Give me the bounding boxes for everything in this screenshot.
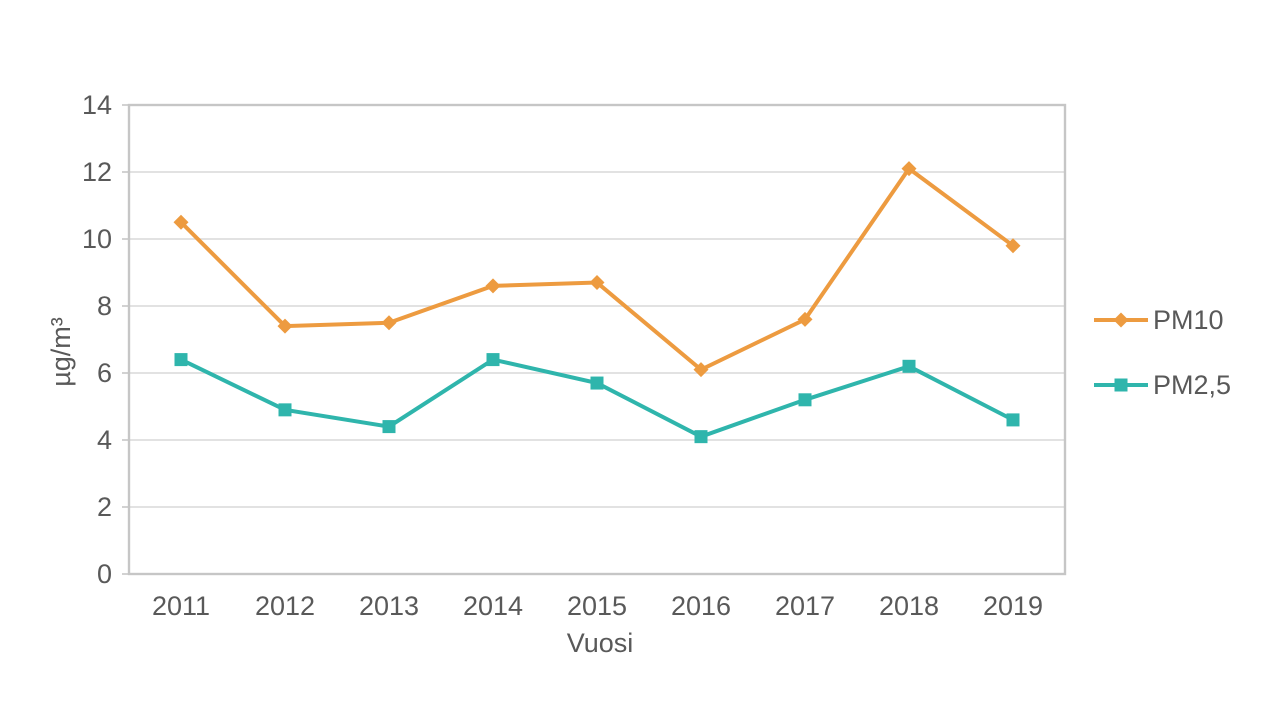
marker-pm10-2015 (589, 275, 605, 291)
marker-pm25-2018 (902, 359, 916, 373)
marker-pm10-2012 (277, 318, 293, 334)
y-tick-label: 12 (82, 157, 112, 187)
x-tick-label: 2017 (775, 591, 835, 621)
legend-item-pm10: PM10 (1094, 305, 1224, 335)
x-tick-label: 2013 (359, 591, 419, 621)
y-axis-tick-labels: 0 2 4 6 8 10 12 14 (82, 90, 112, 589)
plot-area-border (127, 103, 1067, 576)
x-tick-label: 2015 (567, 591, 627, 621)
x-tick-label: 2012 (255, 591, 315, 621)
marker-pm25-2012 (278, 403, 292, 417)
gridlines (122, 104, 1065, 575)
marker-pm25-2017 (798, 393, 812, 407)
square-icon (1114, 378, 1128, 392)
y-tick-label: 4 (97, 425, 112, 455)
legend-item-pm25: PM2,5 (1094, 370, 1231, 400)
x-tick-label: 2019 (983, 591, 1043, 621)
y-tick-label: 8 (97, 291, 112, 321)
x-tick-label: 2016 (671, 591, 731, 621)
marker-pm25-2014 (486, 353, 500, 367)
series-group (173, 161, 1021, 444)
y-tick-label: 0 (97, 559, 112, 589)
marker-pm10-2016 (693, 362, 709, 378)
marker-pm10-2017 (797, 311, 813, 327)
legend: PM10 PM2,5 (1094, 305, 1231, 400)
diamond-icon (1113, 312, 1129, 328)
x-axis-title: Vuosi (567, 628, 634, 658)
y-tick-label: 10 (82, 224, 112, 254)
y-axis-title: µg/m³ (46, 317, 76, 387)
marker-pm25-2011 (174, 353, 188, 367)
legend-label-pm25: PM2,5 (1153, 370, 1231, 400)
marker-pm25-2015 (590, 376, 604, 390)
y-tick-label: 6 (97, 358, 112, 388)
marker-pm10-2014 (485, 278, 501, 294)
series-pm25-line (180, 357, 1014, 439)
marker-pm10-2018 (901, 161, 917, 177)
x-tick-label: 2011 (152, 591, 210, 621)
marker-pm25-2016 (694, 430, 708, 444)
series-pm10-line (179, 165, 1015, 373)
marker-pm25-2019 (1006, 413, 1020, 427)
y-tick-label: 14 (82, 90, 112, 120)
marker-pm10-2019 (1005, 238, 1021, 254)
marker-pm25-2013 (382, 420, 396, 434)
marker-pm10-2013 (381, 315, 397, 331)
x-axis-tick-labels: 2011 2012 2013 2014 2015 2016 2017 2018 2019 (152, 591, 1043, 621)
marker-pm10-2011 (173, 214, 189, 230)
x-tick-label: 2014 (463, 591, 523, 621)
x-tick-label: 2018 (879, 591, 939, 621)
y-tick-label: 2 (97, 492, 112, 522)
legend-label-pm10: PM10 (1153, 305, 1224, 335)
